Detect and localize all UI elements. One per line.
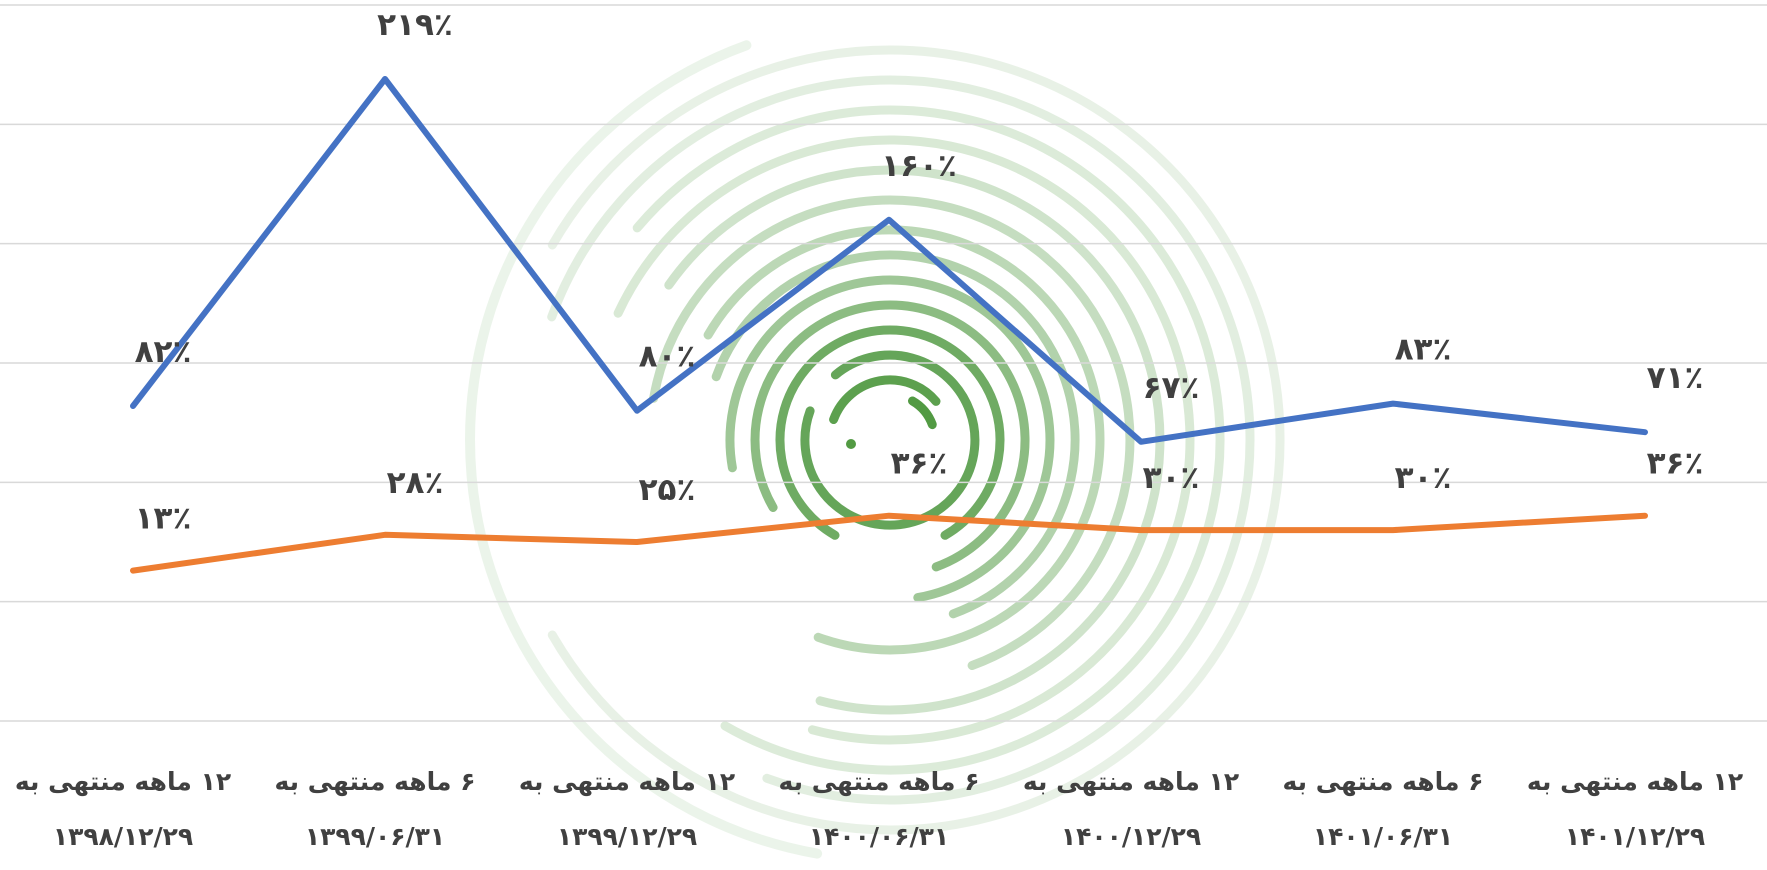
series-1-line: [130, 76, 1648, 445]
watermark-arc: [829, 375, 941, 424]
category-label-line1: ۱۲ ماهه منتهی به: [519, 767, 735, 797]
series-1-data-label: ۸۰٪: [639, 339, 696, 375]
watermark-arc: [547, 75, 1255, 805]
category-label-line2: ۱۳۹۸/۱۲/۲۹: [53, 822, 193, 851]
gridlines: [0, 4, 1767, 722]
watermark-arc: [750, 300, 1030, 572]
series-1-data-label: ۲۱۹٪: [377, 7, 453, 43]
category-label-line1: ۱۲ ماهه منتهی به: [1527, 767, 1743, 797]
watermark-arc: [711, 250, 1080, 619]
category-axis: ۱۲ ماهه منتهی به ۱۳۹۸/۱۲/۲۹ ۶ ماهه منتهی ب…: [15, 767, 1743, 851]
watermark-arc: [649, 195, 1135, 670]
category-label-line1: ۶ ماهه منتهی به: [1283, 767, 1484, 797]
watermark-arc: [632, 105, 1225, 775]
watermark-arc: [547, 45, 1285, 835]
series-1-data-label: ۸۲٪: [135, 334, 192, 370]
watermark-arc: [613, 135, 1195, 745]
category-label-line1: ۶ ماهه منتهی به: [275, 767, 476, 797]
category-label-line2: ۱۴۰۱/۰۶/۳۱: [1313, 822, 1453, 851]
series-2-data-label: ۳۶٪: [891, 446, 948, 482]
watermark-arc: [725, 275, 1055, 603]
series-lines: [130, 76, 1648, 574]
series-1-data-label: ۷۱٪: [1647, 360, 1704, 396]
watermark-arc: [703, 225, 1105, 655]
watermark-logo: [465, 40, 1285, 859]
category-label-line2: ۱۴۰۰/۱۲/۲۹: [1061, 822, 1201, 851]
data-labels: ۸۲٪ ۲۱۹٪ ۸۰٪ ۱۶۰٪ ۶۷٪ ۸۳٪ ۷۱٪ ۱۳٪ ۲۸٪ ۲۵٪ ۳۶٪ ۳۰٪ ۳۰…: [135, 7, 1704, 537]
category-label-line2: ۱۴۰۰/۰۶/۳۱: [809, 822, 949, 851]
category-label-line2: ۱۳۹۹/۱۲/۲۹: [557, 822, 697, 851]
series-1-data-label: ۱۶۰٪: [881, 148, 957, 184]
series-1-data-label: ۶۷٪: [1143, 370, 1200, 406]
category-label-line2: ۱۴۰۱/۱۲/۲۹: [1565, 822, 1705, 851]
category-label-line1: ۱۲ ماهه منتهی به: [15, 767, 231, 797]
watermark-arc: [664, 165, 1165, 715]
category-label-line1: ۶ ماهه منتهی به: [779, 767, 980, 797]
series-2-data-label: ۳۶٪: [1647, 446, 1704, 482]
series-2-data-label: ۲۵٪: [639, 472, 696, 508]
watermark-arc: [465, 40, 823, 859]
category-label-line2: ۱۳۹۹/۰۶/۳۱: [305, 822, 445, 851]
series-2-data-label: ۳۰٪: [1395, 460, 1452, 496]
series-2-line: [130, 512, 1648, 574]
series-2-data-label: ۳۰٪: [1143, 460, 1200, 496]
series-1-data-label: ۸۳٪: [1395, 332, 1452, 368]
watermark-arc: [908, 396, 937, 430]
series-2-data-label: ۱۳٪: [135, 501, 192, 537]
category-label-line1: ۱۲ ماهه منتهی به: [1023, 767, 1239, 797]
watermark-dot: [846, 439, 856, 449]
watermark-arc: [775, 325, 1005, 540]
series-2-data-label: ۲۸٪: [387, 465, 444, 501]
watermark-arc: [800, 350, 980, 530]
